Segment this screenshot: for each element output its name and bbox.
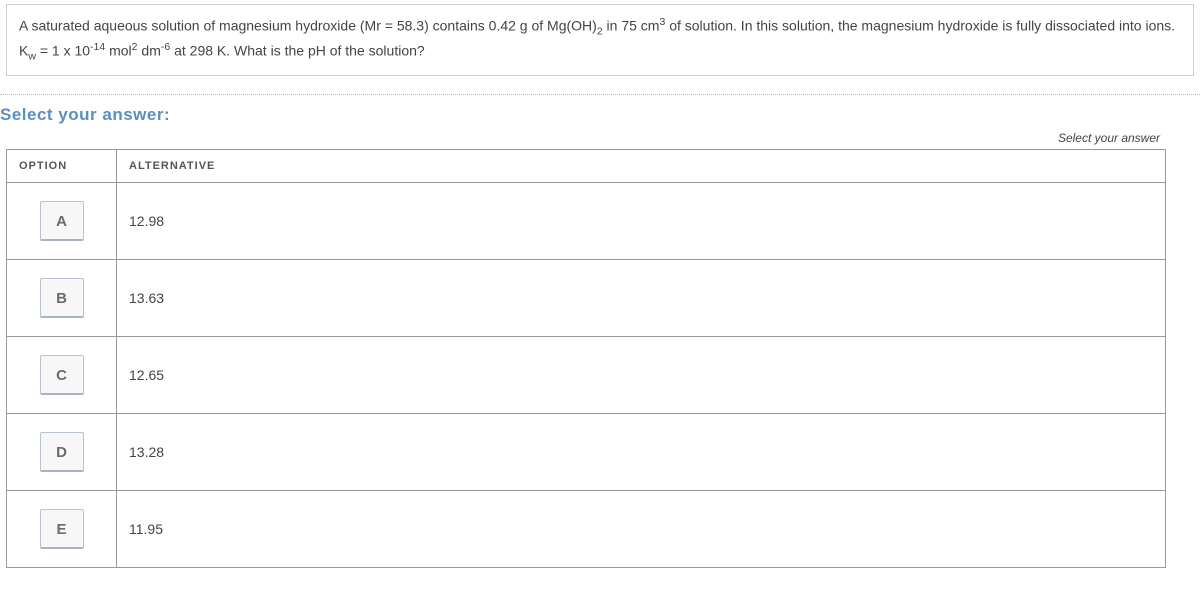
option-button-b[interactable]: B	[40, 278, 84, 318]
option-cell: D	[7, 414, 117, 491]
alternative-cell: 13.28	[117, 414, 1166, 491]
alternative-cell: 11.95	[117, 491, 1166, 568]
question-text-part: = 1 x 10	[36, 43, 90, 59]
question-superscript: -6	[161, 41, 170, 53]
option-button-d[interactable]: D	[40, 432, 84, 472]
option-cell: A	[7, 183, 117, 260]
question-text-part: at 298 K. What is the pH of the solution…	[170, 43, 424, 59]
question-text-part: K	[19, 43, 28, 59]
question-text-part: of solution. In this solution, the magne…	[665, 18, 1175, 34]
option-cell: C	[7, 337, 117, 414]
select-answer-hint: Select your answer	[0, 131, 1160, 145]
option-cell: E	[7, 491, 117, 568]
question-text-part: dm	[138, 43, 161, 59]
col-header-alternative: ALTERNATIVE	[117, 150, 1166, 183]
question-text-part: mol	[105, 43, 131, 59]
option-button-c[interactable]: C	[40, 355, 84, 395]
option-button-a[interactable]: A	[40, 201, 84, 241]
alternative-cell: 12.98	[117, 183, 1166, 260]
table-row: B 13.63	[7, 260, 1166, 337]
answer-table: OPTION ALTERNATIVE A 12.98 B 13.63 C 12.…	[6, 149, 1166, 568]
table-row: C 12.65	[7, 337, 1166, 414]
table-row: D 13.28	[7, 414, 1166, 491]
question-box: A saturated aqueous solution of magnesiu…	[6, 4, 1194, 76]
option-button-e[interactable]: E	[40, 509, 84, 549]
alternative-cell: 13.63	[117, 260, 1166, 337]
table-row: A 12.98	[7, 183, 1166, 260]
question-subscript: w	[28, 51, 36, 63]
select-answer-heading: Select your answer:	[0, 105, 1200, 125]
question-superscript: -14	[90, 41, 105, 53]
divider	[0, 94, 1200, 95]
option-cell: B	[7, 260, 117, 337]
alternative-cell: 12.65	[117, 337, 1166, 414]
question-text-part: A saturated aqueous solution of magnesiu…	[19, 18, 597, 34]
table-row: E 11.95	[7, 491, 1166, 568]
table-header-row: OPTION ALTERNATIVE	[7, 150, 1166, 183]
col-header-option: OPTION	[7, 150, 117, 183]
question-text-part: in 75 cm	[603, 18, 660, 34]
